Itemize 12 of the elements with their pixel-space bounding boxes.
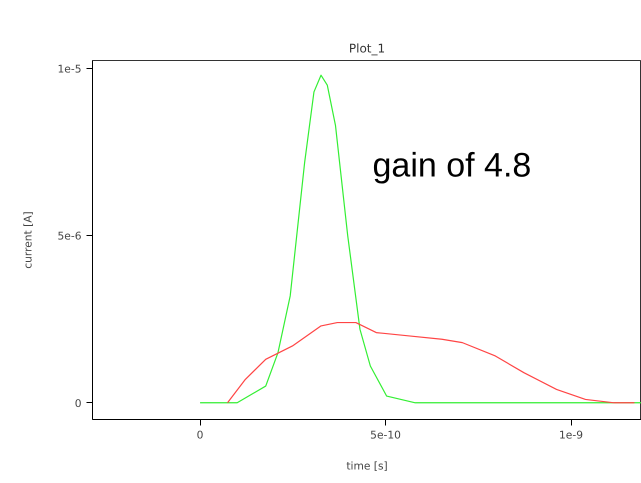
line-series: [226, 322, 636, 404]
x-axis-title: time [s]: [346, 460, 388, 472]
y-tick-label: 1e-5: [58, 62, 82, 76]
y-tick-label: 0: [74, 396, 82, 410]
x-tick-label: 0: [196, 428, 204, 442]
x-tick-label: 1e-9: [559, 428, 584, 442]
y-tick-label: 5e-6: [58, 230, 82, 243]
line-series: [199, 74, 641, 404]
y-axis-title: current [A]: [22, 211, 35, 269]
annotation: gain of 4.8: [372, 146, 532, 184]
x-tick-label: 5e-10: [370, 428, 402, 442]
chart-title: Plot_1: [348, 42, 386, 56]
